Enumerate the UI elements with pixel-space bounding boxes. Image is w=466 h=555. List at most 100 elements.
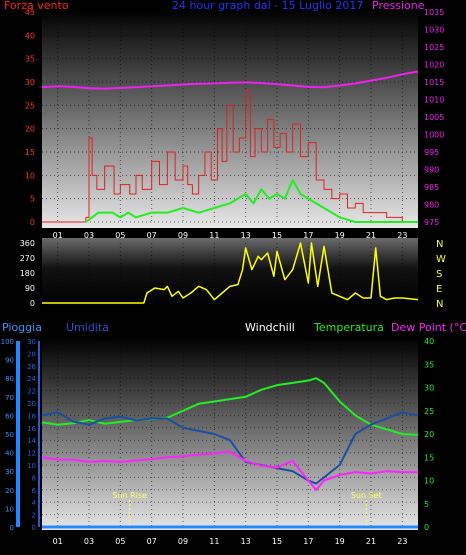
series-layer: Sun Rise Sun Set (41, 70, 419, 529)
temperature-series-line (41, 377, 419, 436)
compass-tick-label: W (436, 254, 446, 265)
humidity-tick-label: 28 (27, 350, 36, 358)
temperature-tick-label: 30 (424, 384, 434, 393)
x-tick-label-top: 03 (84, 231, 94, 240)
rain-tick-label: 80 (5, 375, 14, 383)
x-tick-label-top: 17 (303, 231, 313, 240)
rain-tick-label: 60 (5, 412, 14, 420)
x-tick-label-bottom: 07 (147, 537, 157, 546)
wind-tick-label: 25 (25, 101, 35, 110)
rain-tick-label: 40 (5, 450, 14, 458)
rain-tick-label: 100 (1, 338, 14, 346)
temperature-tick-label: 35 (424, 360, 434, 369)
humidity-tick-label: 16 (27, 425, 36, 433)
temperature-tick-label: 0 (424, 523, 429, 532)
x-tick-label-bottom: 09 (178, 537, 188, 546)
humidity-tick-label: 22 (27, 388, 36, 396)
x-tick-label-bottom: 11 (209, 537, 219, 546)
pressure-tick-label: 990 (424, 166, 439, 175)
pressure-axis-title: Pressione (372, 0, 425, 12)
dewpoint-legend: Dew Point (°C) (391, 321, 466, 334)
compass-tick-label: E (436, 284, 442, 295)
x-tick-label-bottom: 15 (272, 537, 282, 546)
rain-tick-label: 90 (5, 357, 14, 365)
humidity-tick-label: 14 (27, 437, 36, 445)
humidity-series-line (41, 411, 419, 485)
rain-tick-label: 0 (10, 524, 14, 532)
direction-tick-label: 0 (30, 299, 35, 308)
x-tick-label-bottom: 21 (366, 537, 376, 546)
direction-panel-background (42, 238, 418, 306)
x-tick-label-top: 13 (241, 231, 251, 240)
x-tick-label-bottom: 03 (84, 537, 94, 546)
pressure-tick-label: 1025 (424, 43, 444, 52)
wind-tick-label: 20 (25, 125, 35, 134)
x-tick-label-top: 01 (53, 231, 63, 240)
gust-series-line (85, 179, 418, 223)
pressure-tick-label: 975 (424, 218, 439, 227)
x-tick-label-top: 11 (209, 231, 219, 240)
top-panel-background (42, 10, 418, 228)
direction-tick-label: 90 (25, 284, 35, 293)
humidity-tick-label: 10 (27, 462, 36, 470)
temperature-tick-label: 20 (424, 430, 434, 439)
x-tick-label-bottom: 13 (241, 537, 251, 546)
x-tick-label-bottom: 01 (53, 537, 63, 546)
wind-tick-label: 15 (25, 148, 35, 157)
pressure-tick-label: 985 (424, 183, 439, 192)
wind-tick-label: 0 (30, 218, 35, 227)
x-tick-label-top: 19 (335, 231, 345, 240)
temperature-tick-label: 5 (424, 500, 429, 509)
windchill-legend: Windchill (245, 321, 295, 334)
humidity-tick-label: 12 (27, 450, 36, 458)
pressure-tick-label: 1000 (424, 131, 444, 140)
pressure-tick-label: 1015 (424, 78, 444, 87)
x-tick-label-bottom: 17 (303, 537, 313, 546)
wind-series-line (42, 90, 418, 223)
compass-tick-label: N (436, 239, 443, 250)
direction-tick-label: 180 (20, 269, 35, 278)
humidity-tick-label: 6 (32, 487, 37, 495)
humidity-tick-label: 2 (32, 512, 36, 520)
humidity-tick-label: 24 (27, 375, 36, 383)
wind-tick-label: 35 (25, 55, 35, 64)
pressure-tick-label: 1030 (424, 26, 444, 35)
rain-axis-bar (16, 341, 20, 527)
humidity-tick-label: 0 (32, 524, 36, 532)
wind-tick-label: 45 (25, 8, 35, 17)
direction-tick-label: 270 (20, 254, 35, 263)
axes-layer: 0510152025303540459759809859909951000100… (1, 8, 446, 546)
temperature-tick-label: 15 (424, 453, 434, 462)
temperature-tick-label: 10 (424, 477, 434, 486)
chart-title: 24 hour graph dal - 15 Luglio 2017 (172, 0, 363, 12)
rain-tick-label: 10 (5, 505, 14, 513)
compass-tick-label: N (436, 299, 443, 310)
humidity-tick-label: 20 (27, 400, 36, 408)
x-tick-label-top: 09 (178, 231, 188, 240)
sun-marker-label: Sun Rise (112, 491, 147, 500)
pressure-tick-label: 1020 (424, 61, 444, 70)
pressure-tick-label: 1010 (424, 96, 444, 105)
humidity-tick-label: 30 (27, 338, 36, 346)
pressure-tick-label: 980 (424, 201, 439, 210)
x-tick-label-bottom: 05 (115, 537, 125, 546)
temperature-tick-label: 40 (424, 337, 434, 346)
x-tick-label-top: 21 (366, 231, 376, 240)
humidity-legend: Umidita (66, 321, 109, 334)
compass-tick-label: S (436, 269, 442, 280)
pressure-tick-label: 995 (424, 148, 439, 157)
x-tick-label-top: 23 (397, 231, 407, 240)
wind-tick-label: 30 (25, 78, 35, 87)
direction-tick-label: 360 (20, 239, 35, 248)
dewpoint-series-line (41, 450, 418, 491)
x-tick-label-top: 05 (115, 231, 125, 240)
wind-tick-label: 5 (30, 195, 35, 204)
direction-series-line (42, 242, 419, 304)
x-tick-label-top: 07 (147, 231, 157, 240)
humidity-tick-label: 8 (32, 474, 36, 482)
humidity-tick-label: 4 (32, 499, 37, 507)
x-tick-label-bottom: 23 (397, 537, 407, 546)
pressure-tick-label: 1005 (424, 113, 444, 122)
